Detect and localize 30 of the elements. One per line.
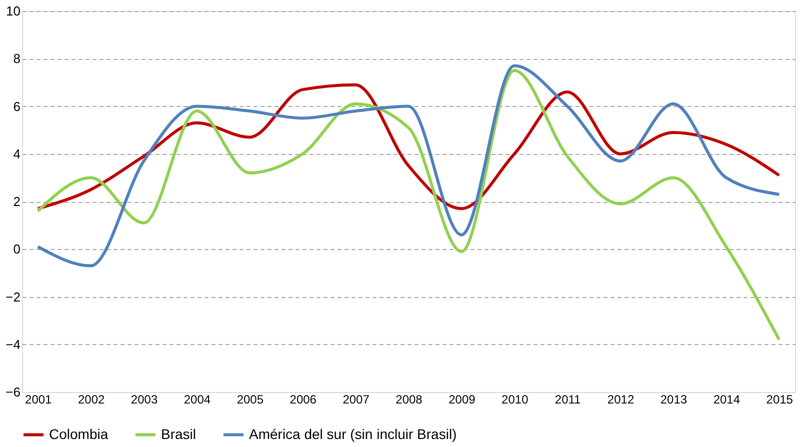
x-tick-label: 2006 — [290, 392, 317, 406]
x-tick-label: 2009 — [448, 392, 476, 406]
y-tick-label: 4 — [13, 146, 20, 162]
x-tick-label: 2010 — [502, 392, 529, 406]
x-tick-label: 2014 — [713, 392, 740, 406]
y-tick-label: 2 — [13, 194, 20, 209]
x-tick-label: 2004 — [184, 392, 211, 406]
legend-label: Colombia — [49, 426, 108, 442]
x-tick-label: 2002 — [78, 392, 105, 406]
x-tick-label: 2005 — [236, 392, 264, 406]
y-tick-label: 8 — [13, 51, 20, 66]
x-tick-label: 2011 — [554, 392, 582, 406]
legend-label: Brasil — [161, 426, 196, 442]
y-tick-label: 10 — [6, 4, 20, 18]
x-tick-label: 2013 — [660, 392, 688, 406]
line-series — [36, 83, 781, 210]
x-tick-label: 2001 — [25, 392, 52, 406]
x-tick-label: 2003 — [130, 392, 158, 406]
x-tick-label: 2012 — [607, 392, 634, 406]
line-series — [36, 64, 781, 268]
y-tick-label: 6 — [13, 98, 20, 114]
y-tick-label: −4 — [6, 336, 20, 352]
x-tick-label: 2007 — [342, 392, 370, 406]
legend-label: América del sur (sin incluir Brasil) — [249, 426, 457, 442]
line-series — [36, 69, 781, 342]
y-tick-label: −6 — [6, 384, 20, 400]
y-tick-label: 0 — [13, 242, 20, 257]
x-tick-label: 2008 — [396, 392, 423, 406]
y-tick-label: −2 — [6, 289, 20, 304]
x-tick-label: 2015 — [766, 392, 794, 406]
